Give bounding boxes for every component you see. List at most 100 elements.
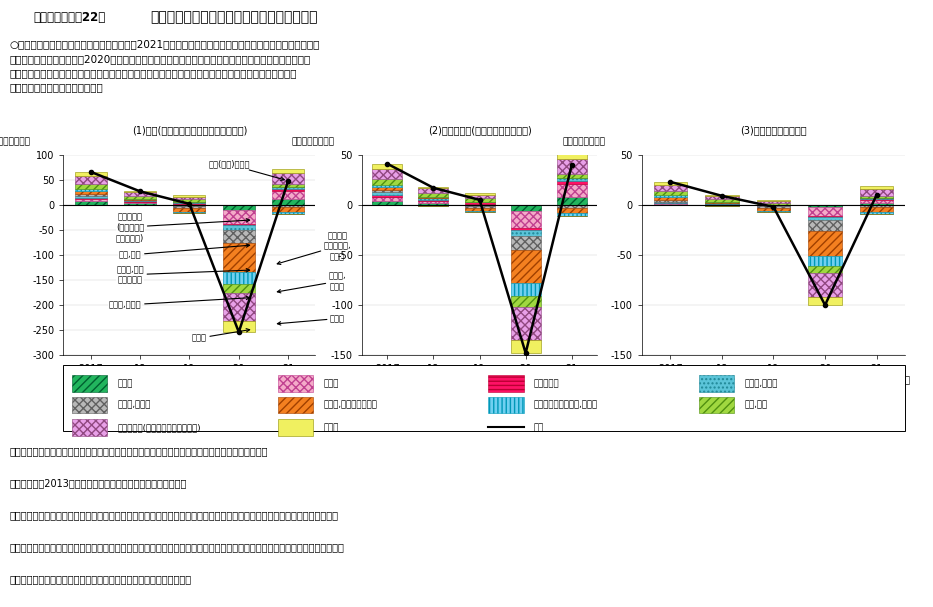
Bar	[757, 201, 790, 203]
Bar	[653, 204, 687, 205]
Bar	[372, 197, 402, 201]
Bar	[757, 206, 790, 208]
FancyBboxPatch shape	[72, 375, 107, 392]
Bar	[223, 321, 255, 332]
Bar	[557, 178, 587, 181]
FancyBboxPatch shape	[278, 419, 313, 436]
Bar	[372, 201, 402, 205]
Text: 合計(折線)その他: 合計(折線)その他	[208, 160, 285, 180]
Bar	[419, 193, 449, 197]
Bar	[757, 208, 790, 211]
Bar	[223, 205, 255, 210]
Text: 運輸業,郵便業: 運輸業,郵便業	[745, 379, 777, 388]
Bar	[860, 207, 894, 212]
Bar	[808, 297, 842, 305]
Text: その他: その他	[324, 423, 339, 432]
Bar	[860, 199, 894, 200]
Bar	[808, 266, 842, 273]
Bar	[174, 205, 205, 206]
Text: 卸売業,小売業: 卸売業,小売業	[118, 401, 150, 410]
Bar	[272, 212, 304, 214]
Bar	[272, 208, 304, 212]
Bar	[757, 205, 790, 206]
Bar	[808, 207, 842, 216]
Bar	[223, 230, 255, 243]
Bar	[653, 197, 687, 200]
Bar	[653, 191, 687, 195]
Text: 建設業: 建設業	[118, 379, 132, 388]
Bar	[419, 188, 449, 193]
Bar	[557, 174, 587, 178]
Bar	[808, 256, 842, 266]
Bar	[757, 211, 790, 212]
Bar	[223, 210, 255, 224]
Bar	[757, 203, 790, 205]
Bar	[808, 220, 842, 231]
Bar	[465, 195, 494, 198]
Bar	[75, 194, 106, 196]
Bar	[419, 201, 449, 203]
Bar	[75, 191, 106, 194]
Text: 宿泊業,飲食
サービス業: 宿泊業,飲食 サービス業	[117, 265, 250, 285]
Text: （注）　１）2013年改定「日本標準産業分類」に基づく区分。: （注） １）2013年改定「日本標準産業分類」に基づく区分。	[9, 478, 187, 489]
Bar	[860, 189, 894, 196]
Bar	[223, 272, 255, 284]
Text: 医療,福祉: 医療,福祉	[745, 401, 768, 410]
Bar	[557, 159, 587, 174]
Bar	[223, 284, 255, 293]
Bar	[174, 199, 205, 202]
Bar	[272, 205, 304, 208]
Text: （年）: （年）	[304, 376, 320, 385]
FancyBboxPatch shape	[278, 375, 313, 392]
FancyBboxPatch shape	[489, 397, 523, 413]
Text: 卸売業,
小売業: 卸売業, 小売業	[277, 271, 346, 293]
Bar	[705, 202, 739, 203]
FancyBboxPatch shape	[63, 365, 905, 431]
Bar	[124, 192, 156, 196]
Text: 宿泊業,飲食サービス業: 宿泊業,飲食サービス業	[324, 401, 377, 410]
Text: 合計: 合計	[534, 423, 544, 432]
Bar	[557, 181, 587, 184]
Bar	[272, 199, 304, 205]
Bar	[75, 172, 106, 176]
Text: 「公務（他に分類されるものを除く）・その他」の合計。: 「公務（他に分類されるものを除く）・その他」の合計。	[9, 574, 191, 584]
Bar	[557, 208, 587, 213]
Bar	[557, 205, 587, 208]
Bar	[174, 206, 205, 208]
Bar	[510, 211, 540, 228]
Bar	[465, 205, 494, 206]
Bar	[653, 200, 687, 202]
Bar	[465, 208, 494, 211]
Bar	[272, 187, 304, 189]
Bar	[860, 203, 894, 205]
Text: 第１－（２）－22図: 第１－（２）－22図	[33, 11, 105, 24]
Bar	[419, 198, 449, 200]
Text: ２）「その他」は、「農，林，漁業」「鉱業，採石業，砂利採取業」「電気・ガス・熱供給・水道業」「金融業，保: ２）「その他」は、「農，林，漁業」「鉱業，採石業，砂利採取業」「電気・ガス・熱供…	[9, 510, 339, 520]
Text: 製造業: 製造業	[324, 379, 339, 388]
Bar	[808, 216, 842, 217]
Bar	[419, 200, 449, 201]
Bar	[372, 190, 402, 192]
Text: 資料出所　厚生労働省「職業安定業務統計」をもとに厚生労働省政策統括官付政策統括室にて作成: 資料出所 厚生労働省「職業安定業務統計」をもとに厚生労働省政策統括官付政策統括室…	[9, 446, 268, 456]
Bar	[860, 200, 894, 203]
Text: サービス業(他に分類されないもの): サービス業(他に分類されないもの)	[118, 423, 201, 432]
Bar	[705, 195, 739, 196]
Bar	[419, 205, 449, 206]
Bar	[419, 197, 449, 198]
Bar	[465, 202, 494, 204]
Bar	[757, 200, 790, 201]
Bar	[860, 212, 894, 214]
Bar	[808, 205, 842, 207]
Bar	[124, 200, 156, 202]
Bar	[557, 154, 587, 159]
Bar	[372, 179, 402, 185]
Bar	[174, 195, 205, 197]
Bar	[510, 283, 540, 296]
Bar	[705, 199, 739, 202]
Text: (2)一般労働者(パートタイムを除く): (2)一般労働者(パートタイムを除く)	[427, 125, 532, 135]
Text: 生活関連サービス業,娯楽業: 生活関連サービス業,娯楽業	[534, 401, 598, 410]
Bar	[860, 196, 894, 198]
Bar	[808, 217, 842, 220]
Bar	[174, 212, 205, 214]
Bar	[124, 199, 156, 200]
